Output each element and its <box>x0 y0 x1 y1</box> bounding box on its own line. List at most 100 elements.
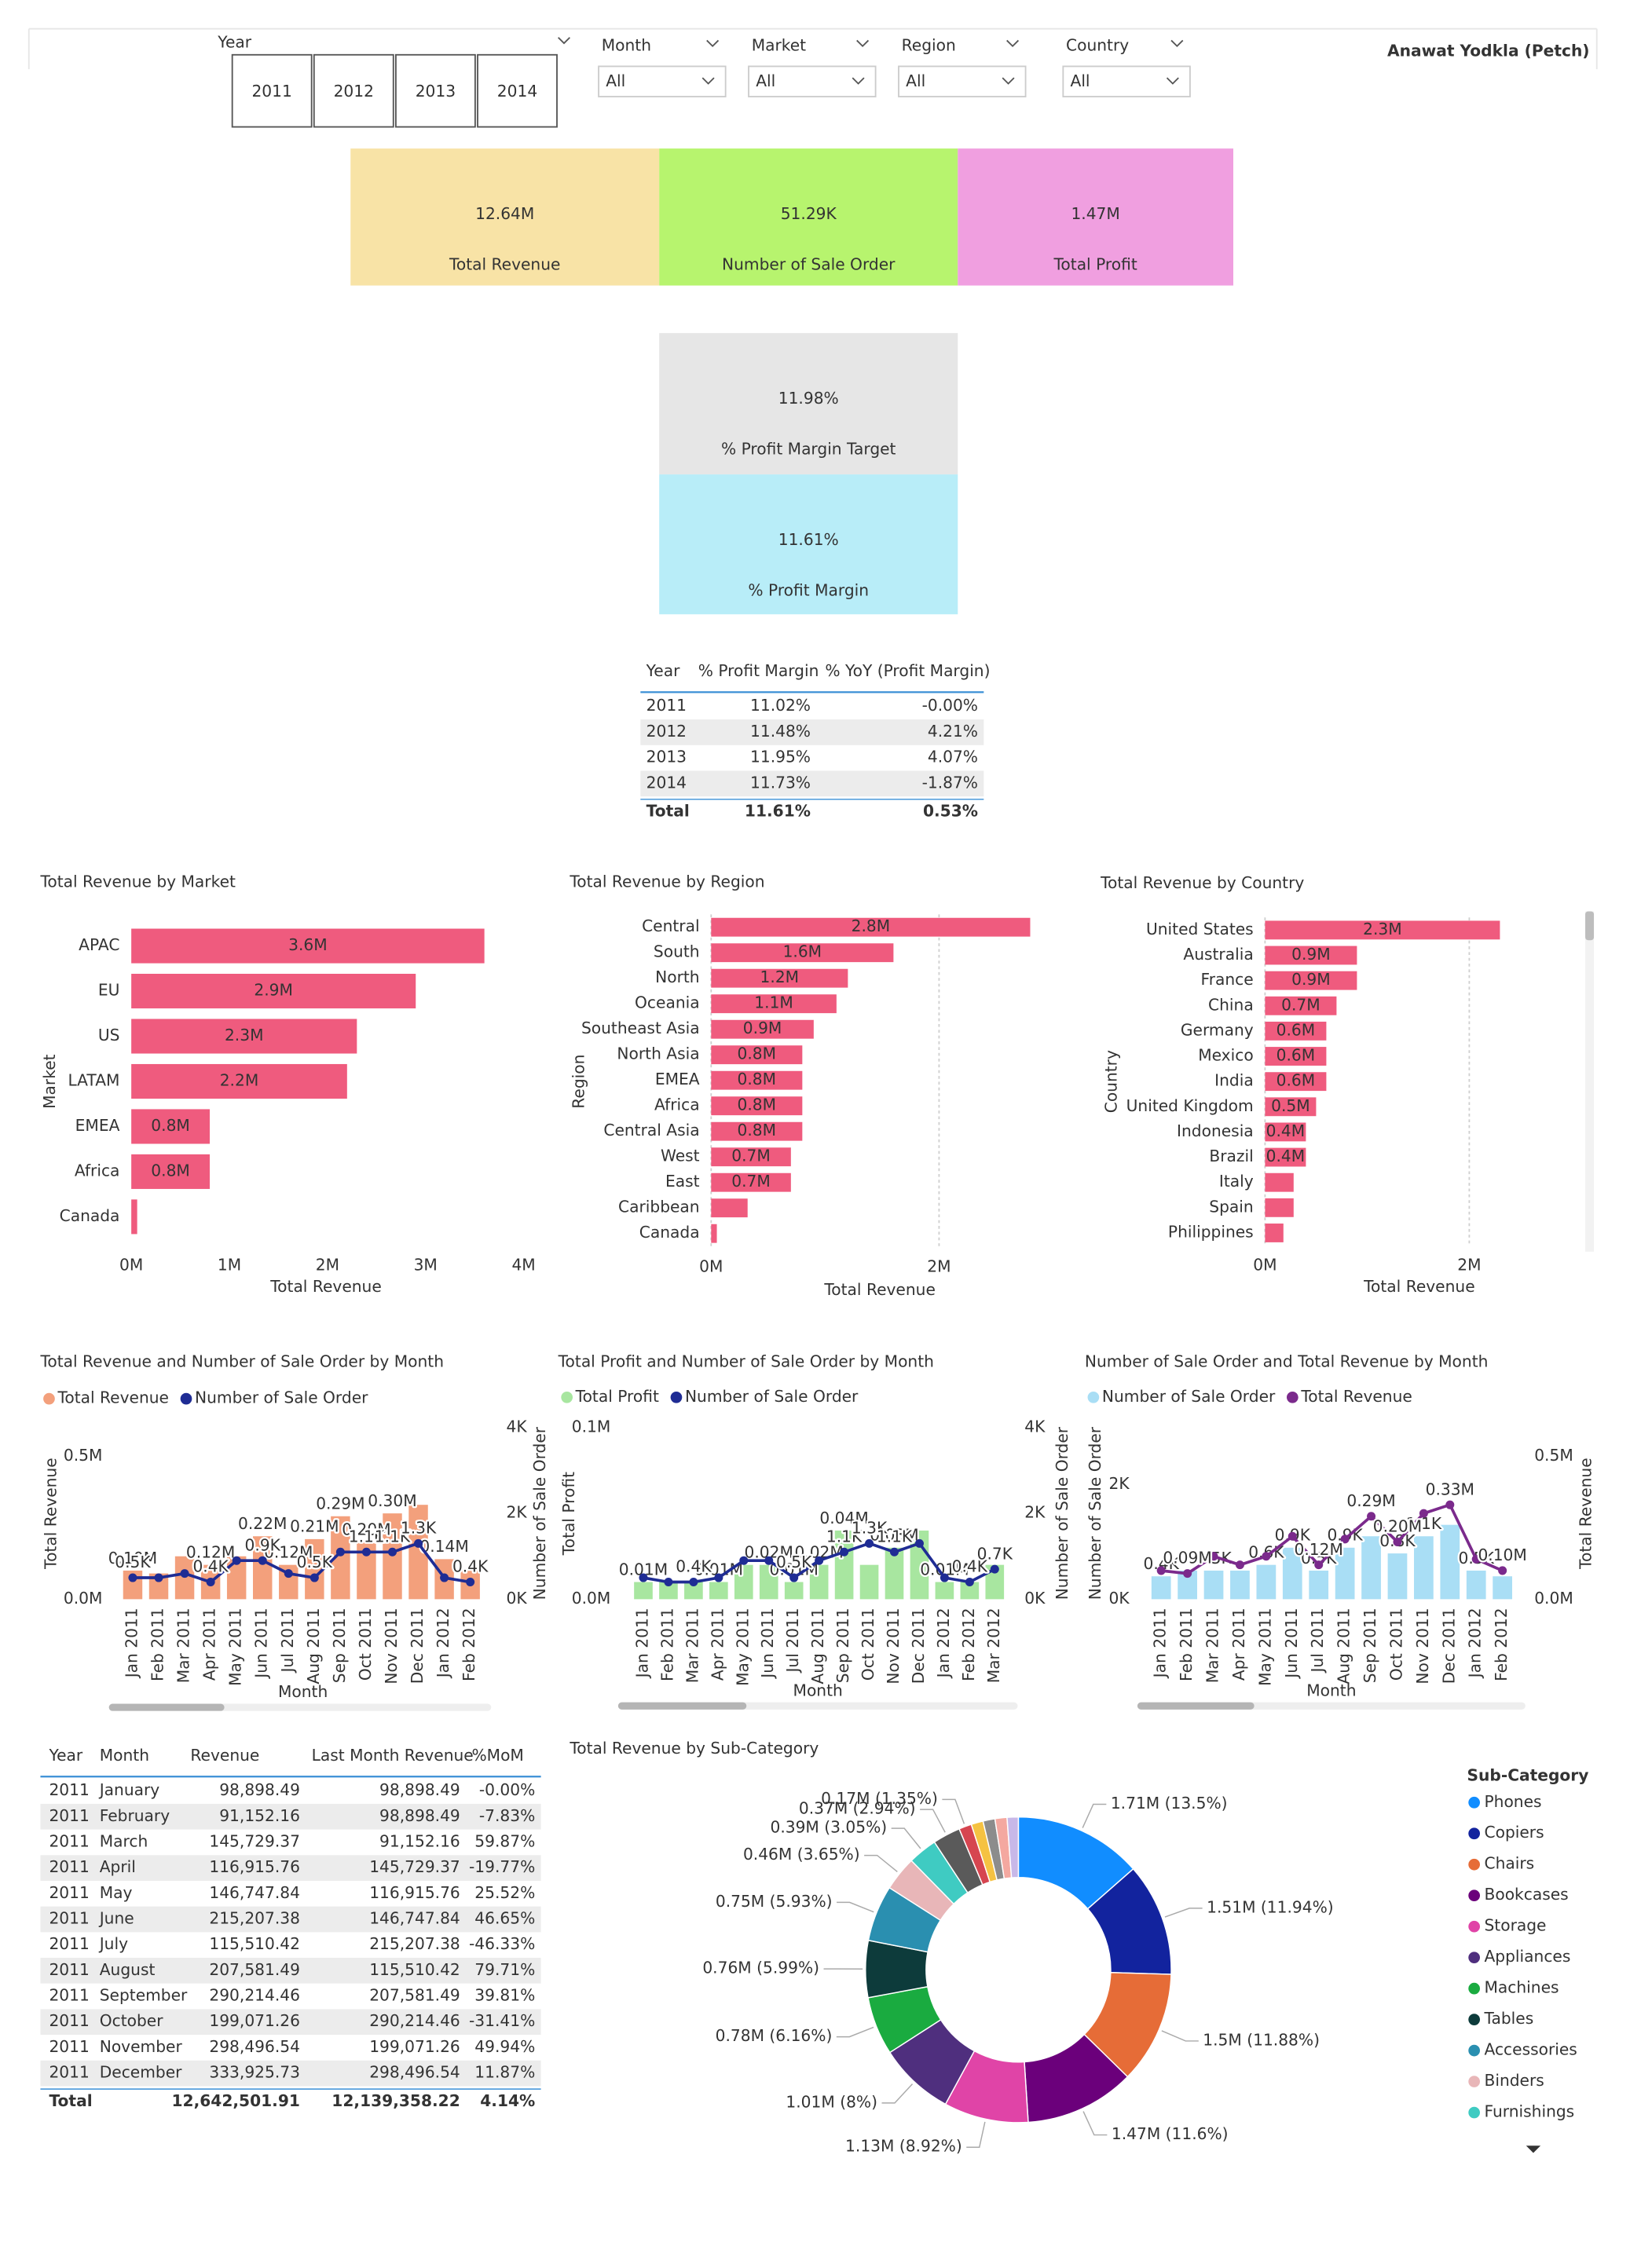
x-tick-label: 3M <box>414 1256 438 1275</box>
total-cell: Total <box>647 802 690 821</box>
y-tick-label: Philippines <box>1168 1222 1254 1241</box>
bar <box>1265 1172 1294 1192</box>
table-cell: 115,510.42 <box>369 1960 460 1979</box>
bar <box>711 943 894 963</box>
table-cell: 215,207.38 <box>209 1909 300 1928</box>
table-cell: 2012 <box>647 722 687 741</box>
column-header: Year <box>646 661 680 680</box>
table-cell: -7.83% <box>479 1806 535 1825</box>
bar <box>834 1530 854 1600</box>
line-marker <box>1445 1500 1455 1509</box>
scroll-thumb[interactable] <box>1585 911 1595 941</box>
y2-tick-label: 2K <box>1024 1503 1046 1522</box>
x-tick-label: 0M <box>119 1256 143 1275</box>
data-label: 0.30M <box>368 1491 416 1510</box>
bar <box>711 1224 717 1243</box>
year-button[interactable] <box>394 53 476 128</box>
leader-line <box>1082 1803 1107 1828</box>
dropdown-value[interactable]: All <box>606 71 625 90</box>
table-cell: 2011 <box>49 2063 89 2082</box>
data-label: 1.51M (11.94%) <box>1207 1897 1334 1916</box>
year-option[interactable]: 2012 <box>334 82 374 101</box>
bar <box>1309 1570 1329 1600</box>
bar <box>711 968 848 988</box>
row-stripe <box>40 2060 541 2087</box>
total-cell: 11.61% <box>745 802 811 821</box>
legend-label: Accessories <box>1485 2040 1577 2059</box>
x-tick-label: Feb 2011 <box>1177 1608 1196 1681</box>
x-tick-label: Jun 2011 <box>1282 1608 1301 1679</box>
legend-marker <box>1468 1827 1480 1840</box>
line-marker <box>639 1573 648 1582</box>
y-tick-label: North Asia <box>617 1044 699 1063</box>
bar <box>711 917 1031 937</box>
table-cell: 49.94% <box>474 2037 535 2056</box>
kpi-value: 51.29K <box>781 204 837 223</box>
bar <box>1265 1072 1327 1092</box>
line-marker <box>284 1569 293 1578</box>
data-label: 1.5M (11.88%) <box>1203 2030 1320 2049</box>
bar <box>960 1582 980 1600</box>
x-tick-label: Mar 2011 <box>683 1608 701 1683</box>
x-tick-label: Aug 2011 <box>1335 1608 1353 1684</box>
legend-marker <box>561 1391 573 1403</box>
table-cell: 207,581.49 <box>369 1986 460 2005</box>
data-label: 0.17M (1.35%) <box>821 1789 938 1808</box>
year-option[interactable]: 2011 <box>251 82 291 101</box>
y-tick-label: Australia <box>1183 945 1253 964</box>
line-marker <box>1262 1552 1271 1561</box>
table-cell: 2011 <box>49 2037 89 2056</box>
year-option[interactable]: 2013 <box>416 82 456 101</box>
legend-scroll-arrow[interactable] <box>1526 2145 1541 2153</box>
bar <box>1265 996 1337 1015</box>
legend-label: Chairs <box>1485 1854 1535 1873</box>
bar <box>1265 1097 1317 1117</box>
legend-marker <box>1468 1796 1480 1809</box>
y-tick-label: EMEA <box>655 1070 700 1088</box>
line-marker <box>990 1564 999 1574</box>
year-button[interactable] <box>231 53 313 128</box>
x-axis-title: Month <box>278 1682 328 1701</box>
year-option[interactable]: 2014 <box>497 82 537 101</box>
leader-line <box>1082 2111 1108 2136</box>
y-tick-label: US <box>98 1026 120 1044</box>
dropdown[interactable] <box>1062 65 1191 97</box>
data-label: 0.4K <box>952 1557 988 1576</box>
table-cell: March <box>100 1831 148 1850</box>
year-button[interactable] <box>313 53 394 128</box>
chevron <box>558 37 570 45</box>
table-cell: 11.73% <box>750 773 811 792</box>
data-label: 0.9M <box>743 1019 782 1037</box>
dropdown[interactable] <box>598 65 727 97</box>
legend-marker <box>1286 1391 1299 1403</box>
data-label: 0.6M <box>1277 1020 1316 1039</box>
dropdown-value[interactable]: All <box>1071 71 1090 90</box>
x-tick-label: 1M <box>218 1256 241 1275</box>
y2-tick-label: 0K <box>507 1589 528 1608</box>
table-cell: 25.52% <box>474 1883 535 1902</box>
y-tick-label: Canada <box>60 1206 120 1225</box>
dropdown[interactable] <box>748 65 877 97</box>
x-tick-label: 4M <box>511 1256 535 1275</box>
table-cell: September <box>100 1986 188 2005</box>
kpi-value: 11.61% <box>778 530 839 549</box>
dropdown-value[interactable]: All <box>756 71 775 90</box>
leader-line <box>966 2121 986 2148</box>
data-label: 1.47M (11.6%) <box>1112 2124 1229 2143</box>
y2-tick-label: 4K <box>507 1417 528 1436</box>
y-tick-label: North <box>655 968 699 986</box>
legend-marker <box>1468 2014 1480 2025</box>
dropdown-value[interactable]: All <box>906 71 925 90</box>
data-label: 1.2M <box>760 968 800 986</box>
bar <box>1265 946 1357 965</box>
dropdown[interactable] <box>898 65 1027 97</box>
x-tick-label: Sep 2011 <box>330 1608 349 1683</box>
column-header: % YoY (Profit Margin) <box>825 661 990 680</box>
year-button[interactable] <box>477 53 558 128</box>
column-header: %MoM <box>471 1746 523 1765</box>
y-tick-label: United Kingdom <box>1126 1096 1254 1115</box>
data-label: 1.1K <box>375 1527 411 1546</box>
bar <box>809 1564 829 1600</box>
row-stripe <box>40 1958 541 1984</box>
column-header: Revenue <box>190 1746 259 1765</box>
